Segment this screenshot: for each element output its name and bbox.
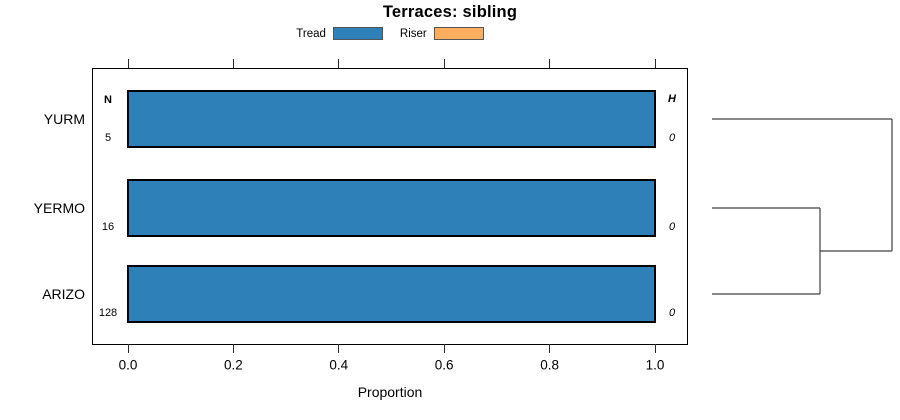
h-value-arizo: 0 (668, 307, 676, 319)
bar-yurm-tread (127, 90, 656, 148)
category-label-yurm: YURM (43, 111, 85, 127)
category-label-yermo: YERMO (33, 200, 85, 216)
legend-item-tread: Tread (296, 27, 383, 40)
x-axis-tick-label: 0.4 (329, 357, 349, 373)
x-axis-tick-bottom (232, 344, 234, 353)
x-axis-tick-top (127, 59, 129, 68)
n-value-yermo: 16 (101, 221, 115, 233)
x-axis-title: Proportion (357, 384, 423, 400)
x-axis-tick-top (338, 59, 340, 68)
x-axis-tick-bottom (127, 344, 129, 353)
n-value-yurm: 5 (104, 132, 112, 144)
legend-item-riser: Riser (400, 27, 484, 40)
h-value-yurm: 0 (668, 132, 676, 144)
legend: Tread Riser (92, 25, 688, 42)
x-axis-tick-top (443, 59, 445, 68)
chart-title: Terraces: sibling (382, 3, 518, 21)
x-axis-tick-top (232, 59, 234, 68)
x-axis-tick-label: 0.6 (434, 357, 454, 373)
h-value-yermo: 0 (668, 221, 676, 233)
legend-label: Tread (296, 27, 326, 40)
n-column-header: N (104, 94, 112, 106)
h-column-header: H (668, 93, 676, 105)
x-axis-tick-bottom (549, 344, 551, 353)
x-axis-tick-label: 0.2 (224, 357, 243, 373)
x-axis-tick-label: 0.8 (540, 357, 559, 373)
x-axis-tick-label: 0.0 (118, 357, 138, 373)
bar-yermo-tread (127, 179, 656, 237)
legend-label: Riser (399, 27, 427, 40)
legend-swatch-tread (332, 27, 383, 40)
x-axis-tick-bottom (654, 344, 656, 353)
n-value-arizo: 128 (98, 307, 118, 319)
x-axis-tick-bottom (443, 344, 445, 353)
x-axis-tick-top (654, 59, 656, 68)
category-label-arizo: ARIZO (42, 286, 85, 302)
x-axis-tick-bottom (338, 344, 340, 353)
x-axis-tick-label: 1.0 (645, 357, 665, 373)
legend-swatch-riser (433, 27, 484, 40)
bar-arizo-tread (127, 265, 656, 323)
x-axis-tick-top (549, 59, 551, 68)
